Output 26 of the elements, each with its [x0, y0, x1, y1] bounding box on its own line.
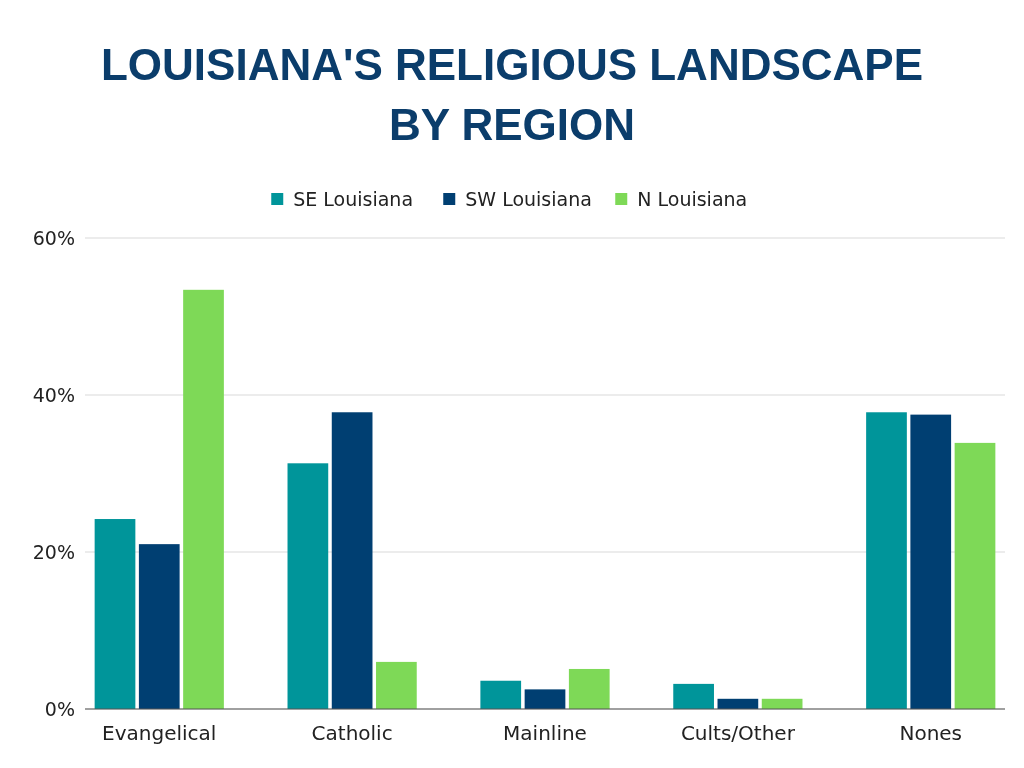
bar	[910, 414, 952, 709]
bar	[183, 289, 224, 709]
bar	[138, 544, 180, 709]
bar	[954, 442, 996, 709]
y-tick-label: 20%	[32, 540, 75, 563]
bar	[376, 661, 417, 709]
chart-title: LOUISIANA'S RELIGIOUS LANDSCAPE BY REGION	[100, 40, 924, 149]
bar	[673, 683, 714, 709]
x-tick-label: Nones	[899, 721, 963, 745]
bar	[866, 412, 907, 709]
y-tick-label: 0%	[44, 697, 75, 720]
y-tick-label: 40%	[32, 383, 75, 406]
bar	[94, 519, 136, 709]
bar	[287, 463, 329, 709]
bar	[480, 680, 522, 709]
legend-label: N Louisiana	[637, 187, 748, 210]
x-tick-label: Cults/Other	[680, 721, 796, 745]
y-tick-label: 60%	[32, 226, 75, 249]
legend-label: SE Louisiana	[293, 187, 414, 210]
x-tick-label: Evangelical	[102, 721, 217, 745]
bar	[524, 689, 566, 709]
bar	[331, 412, 373, 709]
legend-label: SW Louisiana	[465, 187, 592, 210]
x-tick-label: Mainline	[503, 721, 587, 745]
bar	[568, 668, 610, 709]
x-tick-label: Catholic	[311, 721, 393, 745]
